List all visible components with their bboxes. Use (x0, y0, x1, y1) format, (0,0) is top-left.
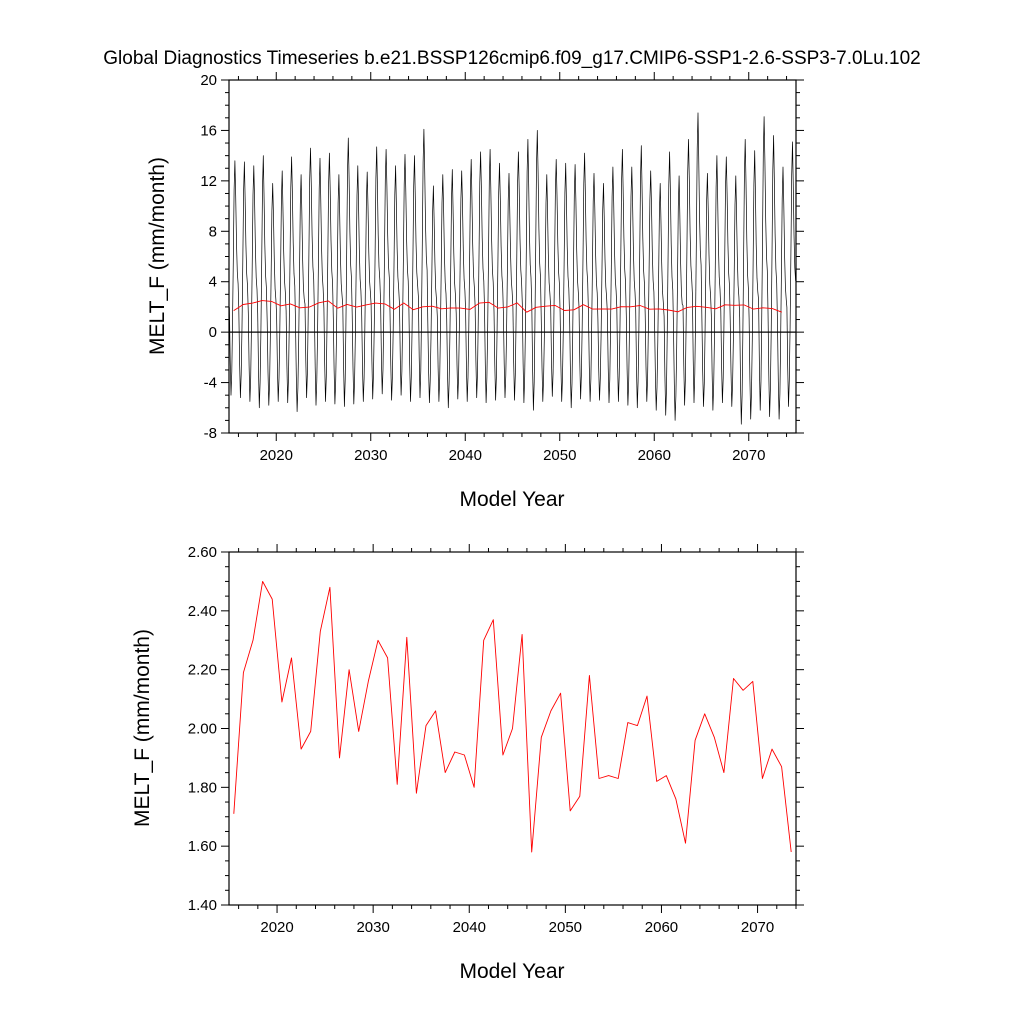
bottom-panel-ytick-label: 2.40 (188, 603, 217, 620)
bottom-panel-ytick-label: 2.00 (188, 721, 217, 738)
bottom-panel-xtick-label: 2070 (741, 919, 774, 936)
top-panel-ytick-label: 4 (209, 274, 217, 291)
top-panel-series-monthly (229, 112, 796, 425)
top-panel-ytick-label: -8 (204, 425, 217, 442)
figure-title: Global Diagnostics Timeseries b.e21.BSSP… (103, 48, 920, 69)
top-panel-ytick-label: -4 (204, 375, 217, 392)
bottom-panel-axes: 2020 2030 2040 2050 2060 2070 1.40 1.60 1.80 2.00… (188, 544, 804, 936)
bottom-panel-ytick-label: 1.60 (188, 838, 217, 855)
top-panel-xtick-label: 2020 (260, 447, 293, 464)
bottom-panel-marks (233, 580, 792, 853)
top-panel-xtick-label: 2060 (638, 447, 671, 464)
top-panel-ytick-label: 20 (200, 72, 217, 89)
top-panel: 2020 2030 2040 2050 2060 2070 -8 -4 0 4 8 12 16 20 Mo… (146, 72, 804, 511)
bottom-panel-ytick-label: 1.80 (188, 779, 217, 796)
bottom-panel-ytick-label: 1.40 (188, 897, 217, 914)
top-panel-xtick-label: 2070 (732, 447, 765, 464)
bottom-panel-ylabel: MELT_F (mm/month) (131, 629, 154, 827)
top-panel-xtick-label: 2050 (543, 447, 576, 464)
bottom-panel-series-annual-mean (233, 580, 792, 853)
bottom-panel-xtick-label: 2050 (549, 919, 582, 936)
top-panel-ytick-label: 16 (200, 122, 217, 139)
top-panel-axes: 2020 2030 2040 2050 2060 2070 -8 -4 0 4 8 12 16 20 (200, 72, 804, 464)
top-panel-xtick-label: 2040 (449, 447, 482, 464)
bottom-panel-xtick-label: 2020 (260, 919, 293, 936)
top-panel-ytick-label: 12 (200, 173, 217, 190)
top-panel-ytick-label: 8 (209, 223, 217, 240)
bottom-panel-ytick-label: 2.20 (188, 662, 217, 679)
top-panel-marks (229, 112, 796, 425)
top-panel-ytick-label: 0 (209, 324, 217, 341)
bottom-panel-ytick-label: 2.60 (188, 544, 217, 561)
bottom-panel-xlabel: Model Year (459, 960, 564, 983)
bottom-panel-xtick-label: 2060 (645, 919, 678, 936)
top-panel-ylabel: MELT_F (mm/month) (146, 157, 169, 355)
bottom-panel-xtick-label: 2030 (356, 919, 389, 936)
bottom-panel-xtick-label: 2040 (453, 919, 486, 936)
bottom-panel: 2020 2030 2040 2050 2060 2070 1.40 1.60 1.80 2.00… (131, 544, 804, 983)
top-panel-series-annual-mean (233, 300, 782, 313)
top-panel-xlabel: Model Year (459, 488, 564, 511)
top-panel-xtick-label: 2030 (354, 447, 387, 464)
